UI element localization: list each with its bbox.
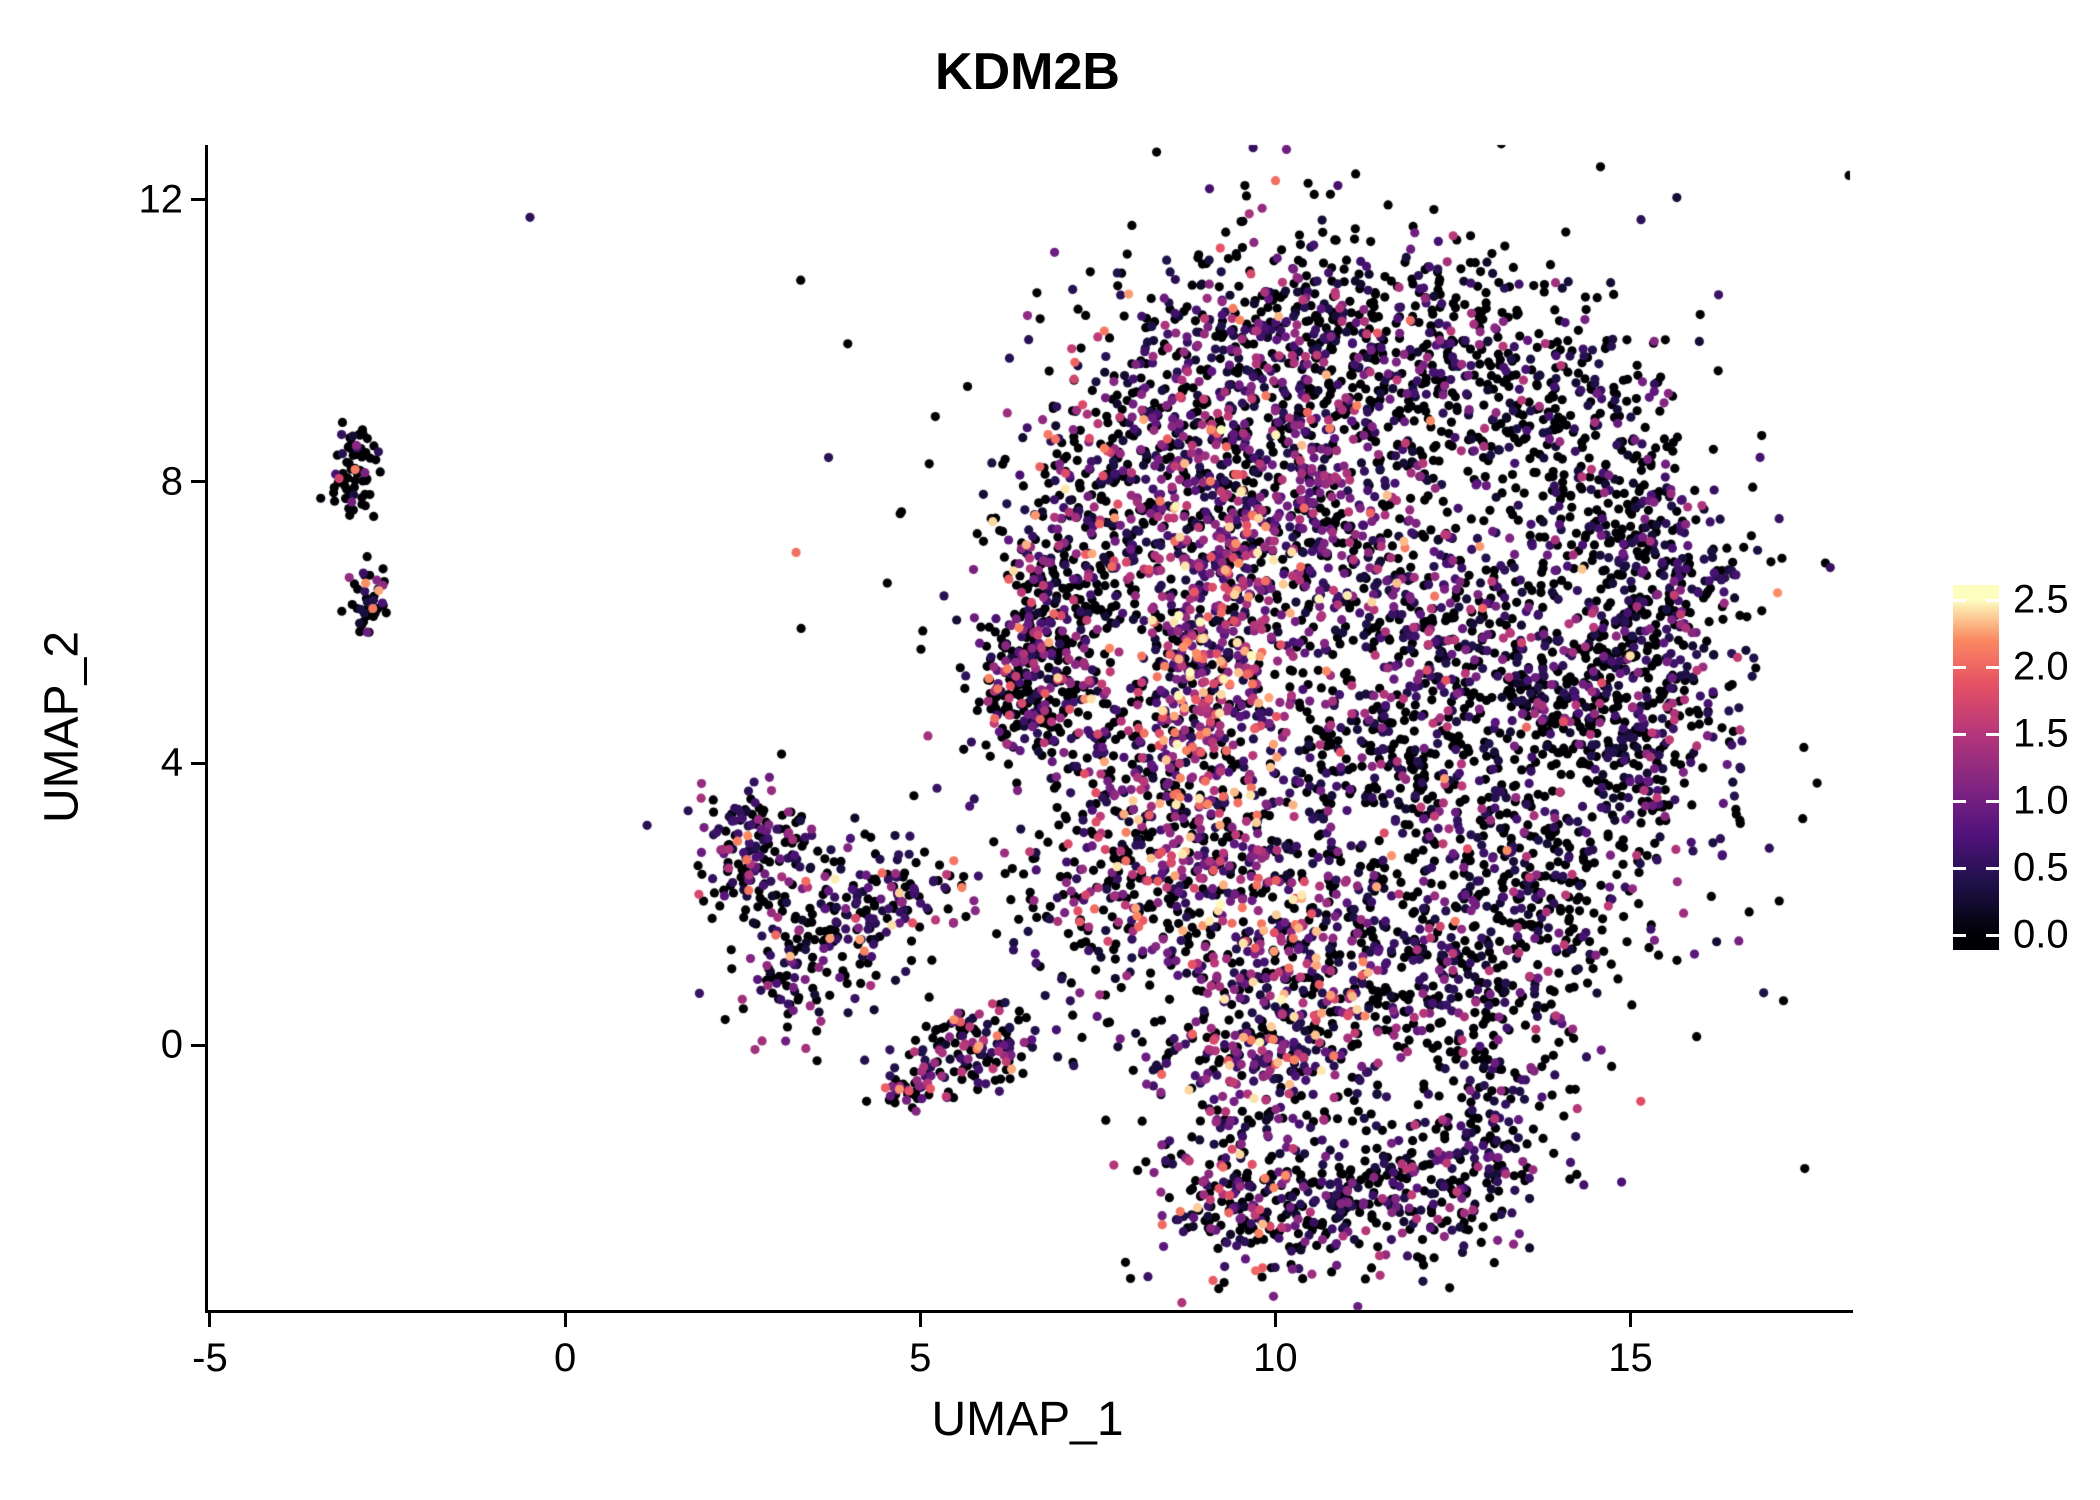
y-tick-label: 0	[160, 1022, 183, 1067]
colorbar-tick	[1986, 866, 1999, 870]
colorbar-tick	[1953, 598, 1966, 602]
colorbar-tick-label: 2.5	[2013, 577, 2069, 622]
colorbar-tick-label: 1.5	[2013, 711, 2069, 756]
colorbar-tick	[1953, 933, 1966, 937]
plot-title: KDM2B	[935, 43, 1120, 101]
plot-axes-frame	[205, 145, 1853, 1313]
colorbar-tick	[1986, 598, 1999, 602]
x-tick-label: 10	[1253, 1336, 1298, 1380]
y-tick-label: 8	[160, 459, 183, 504]
y-tick-label: 12	[138, 177, 184, 222]
colorbar-tick-label: 0.5	[2013, 845, 2069, 890]
colorbar-tick	[1986, 665, 1999, 669]
colorbar-tick	[1986, 799, 1999, 803]
expression-colorbar	[1953, 585, 1999, 950]
y-axis-tick	[191, 480, 205, 484]
y-axis-tick	[191, 761, 205, 765]
y-axis-tick	[191, 198, 205, 202]
x-axis-tick	[1273, 1313, 1277, 1327]
x-tick-label: 15	[1608, 1336, 1653, 1380]
y-axis-tick	[191, 1043, 205, 1047]
x-axis-tick	[208, 1313, 212, 1327]
y-tick-label: 4	[160, 740, 183, 785]
colorbar-tick	[1953, 732, 1966, 736]
x-axis-tick	[918, 1313, 922, 1327]
x-axis-label: UMAP_1	[931, 1393, 1124, 1446]
colorbar-tick-label: 0.0	[2013, 912, 2069, 957]
colorbar-tick	[1953, 665, 1966, 669]
colorbar-tick-label: 2.0	[2013, 644, 2069, 689]
colorbar-tick	[1986, 732, 1999, 736]
x-tick-label: -5	[192, 1336, 228, 1380]
colorbar-tick	[1986, 933, 1999, 937]
x-tick-label: 0	[553, 1336, 577, 1380]
x-axis-tick	[563, 1313, 567, 1327]
x-tick-label: 5	[909, 1336, 932, 1380]
colorbar-tick	[1953, 866, 1966, 870]
colorbar-tick-label: 1.0	[2013, 778, 2069, 823]
x-axis-tick	[1629, 1313, 1633, 1327]
y-axis-label: UMAP_2	[35, 630, 89, 824]
colorbar-tick	[1953, 799, 1966, 803]
